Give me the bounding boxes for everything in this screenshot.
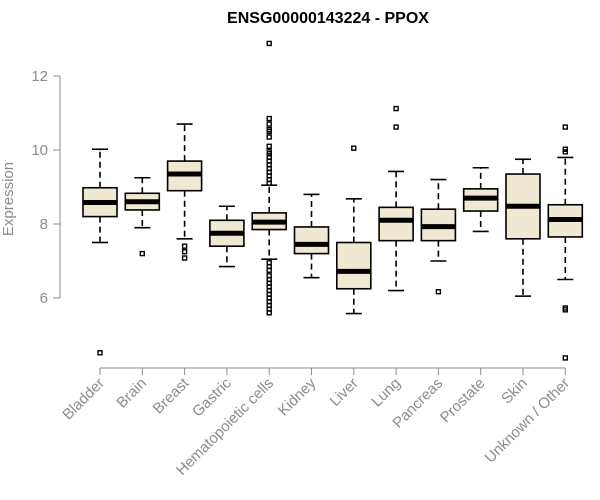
outlier-point: [266, 134, 272, 140]
box-group: [547, 124, 584, 361]
outlier-point: [139, 250, 146, 257]
outlier-point: [562, 149, 568, 155]
y-axis: 6 8 10 12: [31, 68, 61, 307]
outlier-point: [562, 307, 568, 313]
x-tick-label: Lung: [368, 375, 404, 411]
outlier-point: [266, 128, 272, 135]
y-axis-label: Expression: [0, 162, 17, 236]
outlier-point: [266, 121, 272, 127]
outlier-point: [181, 243, 188, 249]
outlier-point: [266, 267, 272, 273]
x-tick-label: Skin: [498, 375, 531, 408]
y-tick-label: 10: [31, 142, 48, 159]
box-group: [505, 158, 541, 297]
x-tick-label: Kidney: [275, 374, 320, 419]
y-tick-label: 6: [40, 290, 48, 307]
outlier-point: [266, 180, 272, 187]
outlier-point: [562, 124, 568, 130]
x-tick-label: Liver: [327, 375, 362, 410]
y-tick-label: 12: [31, 68, 48, 85]
x-tick-label: Breast: [150, 374, 193, 417]
outlier-point: [266, 310, 272, 316]
plot-area: [82, 40, 584, 361]
outlier-point: [351, 145, 357, 151]
chart-title: ENSG00000143224 - PPOX: [227, 10, 429, 27]
box-group: [209, 205, 245, 268]
outlier-point: [562, 355, 568, 361]
box-group: [251, 40, 287, 316]
box-group: [462, 166, 499, 233]
outlier-point: [181, 249, 188, 255]
outlier-point: [393, 105, 399, 112]
outlier-point: [393, 124, 399, 130]
x-tick-label: Prostate: [437, 375, 489, 427]
box-group: [293, 193, 330, 279]
outlier-point: [266, 115, 272, 122]
box-group: [124, 176, 161, 257]
box: [293, 226, 330, 255]
box-group: [82, 148, 118, 356]
box-group: [378, 105, 414, 292]
box-group: [335, 145, 372, 315]
x-tick-label: Bladder: [59, 375, 108, 424]
outlier-point: [266, 143, 272, 150]
box-group: [166, 123, 203, 261]
box: [335, 241, 372, 290]
outlier-point: [435, 289, 442, 295]
box: [378, 206, 414, 242]
outlier-point: [97, 350, 103, 356]
outlier-point: [266, 40, 272, 47]
x-tick-label: Brain: [113, 375, 150, 412]
outlier-point: [181, 255, 188, 261]
y-tick-label: 8: [40, 216, 48, 233]
box-group: [420, 178, 457, 295]
